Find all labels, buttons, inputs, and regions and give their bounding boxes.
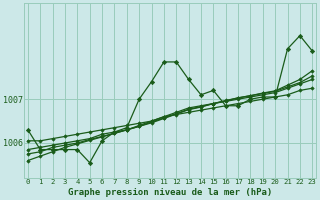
X-axis label: Graphe pression niveau de la mer (hPa): Graphe pression niveau de la mer (hPa) <box>68 188 272 197</box>
